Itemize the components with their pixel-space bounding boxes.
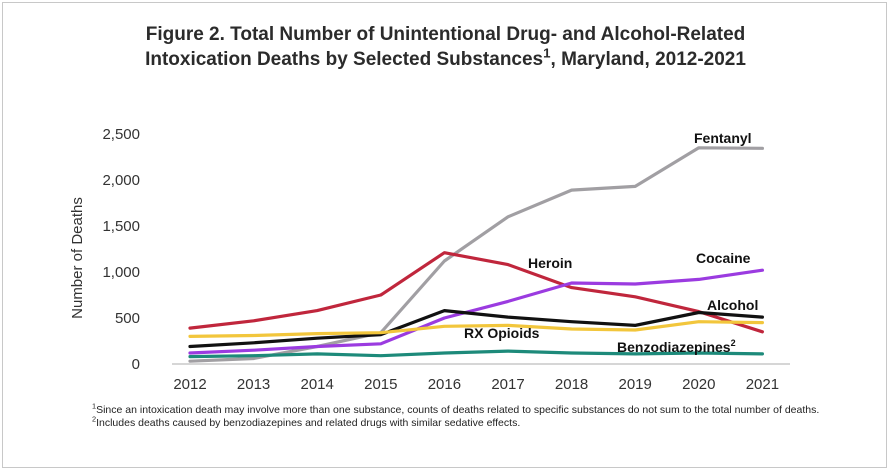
title-line-2: Intoxication Deaths by Selected Substanc… <box>40 47 851 72</box>
y-tick-label: 1,000 <box>102 264 140 281</box>
series-label-rx-opioids: RX Opioids <box>464 325 540 341</box>
series-line-fentanyl <box>188 146 765 363</box>
footnote-2-text: Includes deaths caused by benzodiazepine… <box>96 417 521 429</box>
x-tick-label: 2019 <box>619 376 652 393</box>
x-tick-label: 2017 <box>491 376 524 393</box>
x-tick-label: 2016 <box>428 376 461 393</box>
series-label-benzodiazepines: Benzodiazepines2 <box>617 338 736 355</box>
x-tick-label: 2018 <box>555 376 588 393</box>
y-tick-label: 1,500 <box>102 218 140 235</box>
x-tick-label: 2012 <box>173 376 206 393</box>
series-label-fentanyl: Fentanyl <box>694 130 752 146</box>
title-line-1: Figure 2. Total Number of Unintentional … <box>145 24 746 45</box>
series-line-heroin <box>188 251 765 334</box>
footnote-2: 2Includes deaths caused by benzodiazepin… <box>92 414 852 430</box>
footnotes: 1Since an intoxication death may involve… <box>92 401 852 430</box>
x-tick-label: 2015 <box>364 376 397 393</box>
x-tick-label: 2014 <box>301 376 334 393</box>
series-label-heroin: Heroin <box>528 255 572 271</box>
figure-title: Figure 2. Total Number of Unintentional … <box>40 22 851 72</box>
y-tick-label: 2,000 <box>102 172 140 189</box>
title-footnote-marker: 1 <box>543 45 551 61</box>
footnote-2-marker: 2 <box>92 414 97 424</box>
series-line-rx-opioids <box>188 320 765 338</box>
x-tick-label: 2021 <box>746 376 779 393</box>
series-line-alcohol <box>188 309 765 349</box>
x-tick-label: 2020 <box>682 376 715 393</box>
x-tick-label: 2013 <box>237 376 270 393</box>
series-line-cocaine <box>188 268 765 355</box>
series-label-footnote-marker: 2 <box>731 338 736 348</box>
y-axis: 0 500 1,000 1,500 2,000 2,500 <box>102 126 140 373</box>
series-lines <box>188 146 765 363</box>
y-axis-label: Number of Deaths <box>69 197 86 319</box>
footnote-1-text: Since an intoxication death may involve … <box>96 404 820 416</box>
y-tick-label: 500 <box>115 310 140 327</box>
series-label-cocaine: Cocaine <box>696 250 751 266</box>
title-line-2-main: Intoxication Deaths by Selected Substanc… <box>145 49 544 70</box>
x-axis: 2012 2013 2014 2015 2016 2017 2018 2019 2020 2021 <box>172 363 790 393</box>
series-line-benzodiazepines <box>188 349 765 359</box>
title-line-2-tail: , Maryland, 2012-2021 <box>550 49 746 70</box>
y-tick-label: 0 <box>132 356 140 373</box>
footnote-1-marker: 1 <box>92 401 97 411</box>
series-label-alcohol: Alcohol <box>707 297 758 313</box>
y-tick-label: 2,500 <box>102 126 140 143</box>
series-labels: Fentanyl Heroin Cocaine Alcohol RX Opioids Be… <box>464 130 758 355</box>
footnote-1: 1Since an intoxication death may involve… <box>92 401 852 417</box>
